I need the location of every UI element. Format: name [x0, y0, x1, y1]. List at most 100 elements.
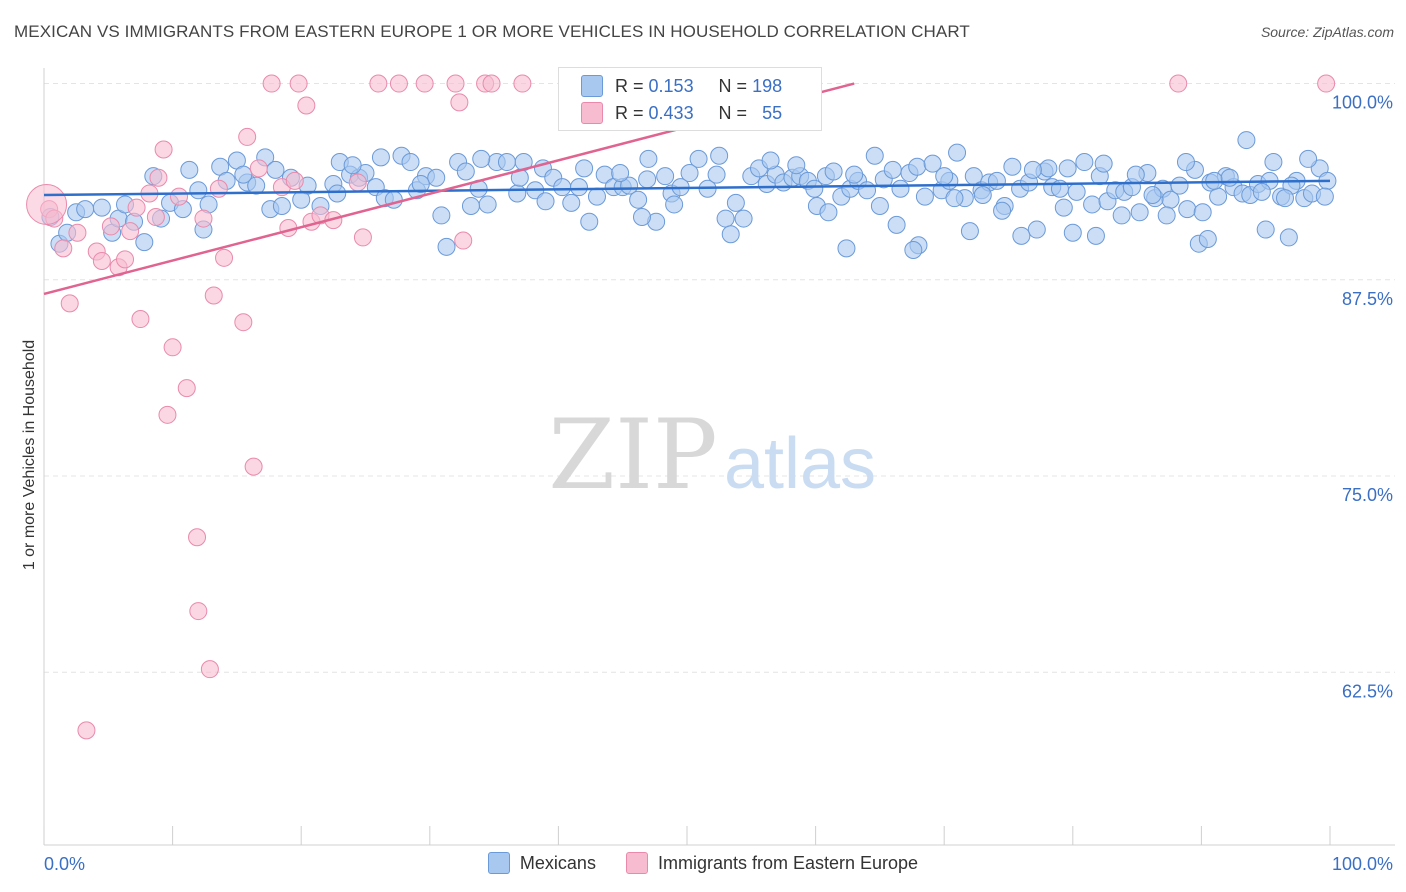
bottom-legend-eastern-europe[interactable]: Immigrants from Eastern Europe — [625, 852, 919, 874]
data-point — [77, 721, 96, 740]
data-point — [200, 660, 219, 679]
legend-n-value: 55 — [762, 102, 783, 123]
data-point — [482, 74, 501, 93]
bottom-legend-swatch-eastern-europe — [625, 852, 648, 874]
data-point — [639, 149, 658, 168]
data-point — [1067, 182, 1086, 201]
data-point — [656, 167, 675, 186]
data-point — [1178, 200, 1197, 219]
data-point — [710, 146, 729, 165]
data-point — [450, 93, 469, 112]
data-point — [1252, 182, 1271, 201]
y-tick-label: 62.5% — [1342, 681, 1393, 701]
data-point — [209, 179, 228, 198]
axes — [43, 68, 1395, 846]
data-point — [1094, 154, 1113, 173]
data-point — [734, 209, 753, 228]
data-point — [1193, 203, 1212, 222]
data-point — [101, 217, 120, 236]
data-point — [149, 168, 168, 187]
data-point — [76, 200, 95, 219]
data-point — [1169, 74, 1188, 93]
data-point — [437, 237, 456, 256]
chart-title: MEXICAN VS IMMIGRANTS FROM EASTERN EUROP… — [14, 22, 970, 41]
data-point — [611, 164, 630, 183]
data-point — [411, 175, 430, 194]
data-point — [121, 222, 140, 241]
data-point — [575, 159, 594, 178]
data-point — [1039, 159, 1058, 178]
x-tick-labels: 0.0% 100.0% — [44, 854, 1393, 874]
bottom-legend-mexicans[interactable]: Mexicans — [487, 852, 596, 874]
data-point — [60, 294, 79, 313]
legend-n-label: N = — [718, 102, 748, 123]
data-point — [945, 189, 964, 208]
data-point — [845, 165, 864, 184]
data-point — [415, 74, 434, 93]
data-point — [1086, 226, 1105, 245]
data-point — [1220, 168, 1239, 187]
data-point — [1157, 206, 1176, 225]
data-point — [993, 201, 1012, 220]
data-point — [865, 146, 884, 165]
data-point — [348, 173, 367, 192]
data-point — [1237, 131, 1256, 150]
data-point — [454, 231, 473, 250]
legend-r-label: R = — [615, 102, 644, 123]
data-point — [1075, 153, 1094, 172]
data-point — [297, 96, 316, 115]
data-point — [189, 181, 208, 200]
data-point — [389, 74, 408, 93]
data-point — [1012, 226, 1031, 245]
data-point — [1003, 157, 1022, 176]
legend-row-eastern-europe: R = 0.433 N = 55 — [581, 101, 782, 125]
y-tick-label: 87.5% — [1342, 289, 1393, 309]
data-point — [1299, 149, 1318, 168]
legend-r-label: R = — [615, 75, 644, 96]
data-point — [935, 167, 954, 186]
data-point — [680, 164, 699, 183]
data-point — [562, 193, 581, 212]
data-point — [26, 183, 68, 225]
data-point — [285, 171, 304, 190]
data-point — [1317, 74, 1336, 93]
data-point — [68, 223, 87, 242]
data-point — [721, 225, 740, 244]
data-point — [180, 160, 199, 179]
data-point — [1063, 223, 1082, 242]
data-point — [716, 209, 735, 228]
data-point — [1315, 187, 1334, 206]
data-point — [837, 239, 856, 258]
data-point — [887, 215, 906, 234]
data-point — [908, 157, 927, 176]
data-point — [262, 74, 281, 93]
data-point — [858, 181, 877, 200]
watermark: ZIP atlas — [548, 399, 876, 511]
data-point — [188, 528, 207, 547]
data-point — [446, 74, 465, 93]
data-point — [369, 74, 388, 93]
data-point — [266, 160, 285, 179]
data-point — [204, 286, 223, 305]
data-point — [289, 74, 308, 93]
data-point — [92, 198, 111, 217]
data-point — [478, 195, 497, 214]
data-point — [553, 178, 572, 197]
legend-n-value: 198 — [752, 75, 783, 96]
data-point — [54, 239, 73, 258]
data-point — [1198, 229, 1217, 248]
data-point — [177, 379, 196, 398]
data-point — [987, 171, 1006, 190]
legend-r-value: 0.433 — [648, 102, 694, 123]
data-point — [456, 162, 475, 181]
watermark-atlas: atlas — [724, 424, 876, 504]
data-point — [1054, 198, 1073, 217]
data-point — [194, 209, 213, 228]
data-point — [170, 187, 189, 206]
data-point — [805, 179, 824, 198]
watermark-zip: ZIP — [548, 399, 717, 511]
data-point — [427, 168, 446, 187]
bottom-legend-label-eastern-europe: Immigrants from Eastern Europe — [657, 852, 919, 873]
data-point — [689, 149, 708, 168]
